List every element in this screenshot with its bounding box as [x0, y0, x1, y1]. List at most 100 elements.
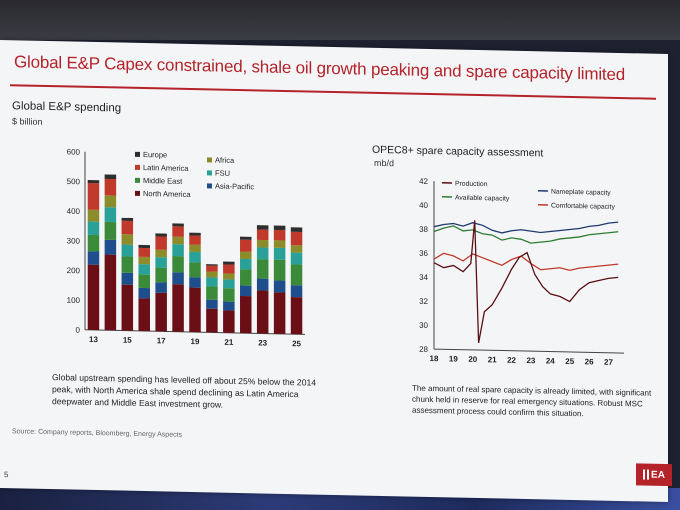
right-chart-caption: The amount of real spare capacity is alr… — [412, 383, 652, 419]
line-x-tick-label: 24 — [546, 356, 555, 365]
bar-segment — [223, 264, 235, 274]
bar-segment — [87, 264, 100, 331]
bar-segment — [87, 251, 100, 265]
bar-segment — [87, 182, 100, 210]
bar-x-tick-label: 21 — [224, 338, 233, 347]
bar-legend-swatch — [207, 183, 212, 189]
bar-legend-label: FSU — [215, 169, 230, 178]
line-y-tick-label: 34 — [419, 273, 428, 282]
bar-segment — [223, 279, 235, 289]
bar-x-tick-label: 13 — [89, 335, 98, 344]
bar-segment — [240, 239, 252, 252]
bar-legend-label: Europe — [143, 150, 167, 160]
bar-segment — [223, 273, 235, 280]
bar-segment — [240, 258, 252, 270]
left-chart-title: Global E&P spending — [12, 100, 122, 115]
bar-segment — [138, 244, 150, 249]
bar-segment — [189, 232, 201, 236]
bar-y-tick-label: 100 — [67, 296, 81, 305]
presentation-slide: Global E&P Capex constrained, shale oil … — [0, 40, 672, 502]
bar-segment — [155, 236, 167, 250]
line-x-tick-label: 23 — [526, 356, 535, 365]
bar-segment — [138, 247, 150, 257]
bar-segment — [155, 267, 167, 283]
bar-segment — [240, 236, 252, 240]
bar-y-tick-label: 600 — [67, 147, 81, 156]
bar-y-tick-label: 500 — [67, 177, 81, 186]
bar-segment — [290, 285, 303, 298]
line-legend-label: Production — [455, 181, 488, 189]
bar-segment — [138, 298, 150, 332]
bar-segment — [172, 223, 184, 227]
line-y-tick-label: 38 — [419, 225, 428, 234]
bar-segment — [104, 195, 117, 208]
bar-segment — [256, 225, 269, 230]
bar-segment — [273, 225, 286, 231]
source-note: Source: Company reports, Bloomberg, Ener… — [12, 428, 183, 439]
bar-segment — [121, 256, 134, 273]
bar-segment — [87, 221, 100, 236]
bar-segment — [104, 254, 117, 331]
line-x-tick-label: 25 — [565, 357, 574, 366]
bar-segment — [240, 269, 252, 286]
bar-segment — [256, 239, 269, 248]
line-x-tick-label: 22 — [507, 356, 516, 365]
bar-segment — [273, 229, 286, 241]
bar-segment — [104, 174, 117, 180]
bar-segment — [104, 207, 117, 223]
bar-legend-label: Asia-Pacific — [215, 182, 254, 192]
bar-segment — [273, 292, 286, 334]
bar-x-tick-label: 23 — [258, 338, 267, 347]
bar-segment — [138, 264, 150, 275]
page-number: 5 — [4, 470, 9, 480]
bar-segment — [121, 272, 134, 285]
bar-segment — [189, 262, 201, 278]
line-x-tick-label: 26 — [585, 357, 594, 366]
bar-segment — [172, 244, 184, 257]
bar-x-tick-label: 15 — [123, 336, 132, 345]
bar-legend-swatch — [135, 190, 140, 196]
bar-segment — [189, 244, 201, 253]
bar-segment — [240, 251, 252, 260]
spare-capacity-line-chart: 28 30 32 34 36 38 40 42 18 19 20 21 22 23 24 25 26 27 Prod… — [419, 177, 624, 367]
bar-segment — [206, 308, 218, 333]
right-chart-unit: mb/d — [374, 157, 395, 169]
bar-segment — [104, 178, 117, 196]
company-logo: EA — [636, 463, 672, 487]
line-x-tick-label: 18 — [430, 354, 439, 363]
bar-segment — [155, 233, 167, 237]
bar-segment — [290, 252, 303, 265]
bar-segment — [189, 235, 201, 245]
bar-segment — [223, 310, 235, 333]
bar-y-tick-label: 400 — [67, 207, 81, 216]
line-x-tick-label: 19 — [449, 354, 458, 363]
bar-segment — [223, 288, 235, 302]
bar-segment — [189, 277, 201, 288]
bar-segment — [189, 251, 201, 263]
line-x-tick-label: 20 — [468, 355, 477, 364]
bar-segment — [290, 264, 303, 286]
bar-y-tick-label: 200 — [67, 266, 81, 275]
right-chart-title: OPEC8+ spare capacity assessment — [372, 143, 544, 160]
bar-segment — [240, 295, 252, 334]
bar-y-tick-label: 300 — [67, 236, 81, 245]
bar-segment — [206, 277, 218, 287]
bar-segment — [290, 227, 303, 232]
bar-segment — [223, 261, 235, 265]
line-y-tick-label: 32 — [419, 297, 428, 306]
bar-segment — [172, 284, 184, 332]
line-y-tick-label: 30 — [419, 321, 428, 330]
bar-segment — [121, 244, 134, 257]
bar-legend-swatch — [135, 177, 140, 183]
bar-segment — [206, 265, 218, 272]
room-background-top — [0, 0, 680, 40]
bar-segment — [121, 234, 134, 245]
bar-segment — [155, 282, 167, 293]
line-legend-label: Available capacity — [455, 195, 510, 203]
bar-segment — [189, 287, 201, 333]
bar-x-tick-label: 25 — [292, 339, 301, 348]
line-legend-label: Nameplate capacity — [551, 189, 611, 197]
bar-legend-label: North America — [143, 189, 191, 199]
bar-segment — [172, 236, 184, 245]
bar-segment — [87, 209, 100, 222]
